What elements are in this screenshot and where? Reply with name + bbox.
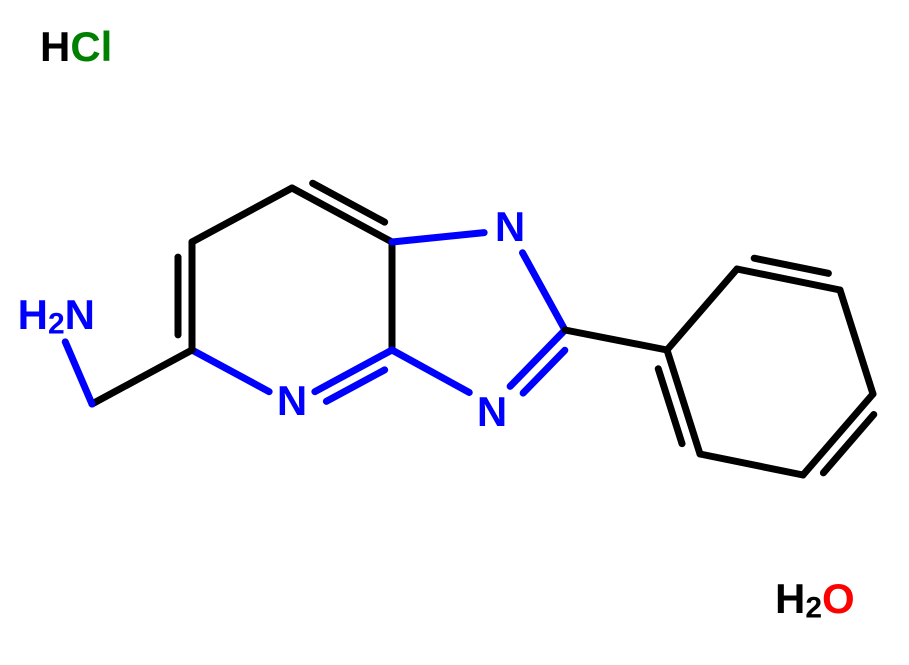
atom-label-N9: N [495,203,525,250]
bond-C12-C13 [803,394,873,475]
bond-C8-N9 [523,253,565,330]
atom-label-N17: H2N [18,291,95,340]
free-labels-layer: HCl H2O [40,23,855,624]
chemical-structure: N N N H2N HCl H2O [0,0,909,665]
bonds-layer [65,183,874,475]
label-h2o: H2O [775,575,855,624]
bond-C8-C10 [565,330,667,350]
bond-C16-N17 [65,342,92,404]
bond-C3-C4 [192,188,292,242]
bond-C6-N1-inner [326,370,384,401]
bond-C11-C12 [700,454,803,475]
label-hcl: HCl [40,23,112,70]
bond-C15-C10 [667,269,737,350]
bond-C13-C14 [840,290,873,394]
bond-N7-C8-inner [523,350,565,393]
bond-N9-C5 [392,233,484,242]
bond-N1-C2 [192,350,269,392]
bond-C14-C15-inner [754,258,828,273]
atom-label-N1: N [277,377,307,424]
bond-C6-N7 [392,350,469,392]
atom-label-N7: N [477,388,507,435]
bond-C2-C16 [92,350,192,404]
